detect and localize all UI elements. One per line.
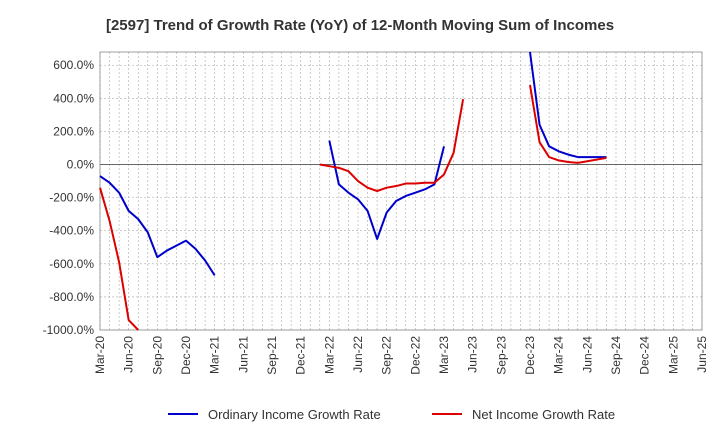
x-tick-label: Jun-25 <box>695 336 709 373</box>
x-tick-label: Dec-20 <box>179 336 193 375</box>
y-tick-label: 200.0% <box>53 124 94 138</box>
series-lines <box>99 51 607 331</box>
legend: Ordinary Income Growth Rate Net Income Gr… <box>168 407 615 422</box>
x-tick-label: Mar-22 <box>322 336 336 374</box>
y-tick-label: -800.0% <box>49 290 94 304</box>
x-tick-label: Mar-23 <box>437 336 451 374</box>
y-tick-label: -200.0% <box>49 191 94 205</box>
x-tick-label: Mar-24 <box>552 336 566 374</box>
x-tick-label: Jun-22 <box>351 336 365 373</box>
chart-title: [2597] Trend of Growth Rate (YoY) of 12-… <box>106 17 614 34</box>
x-tick-label: Dec-22 <box>408 336 422 375</box>
series-line-2 <box>99 187 139 331</box>
x-tick-label: Sep-23 <box>494 336 508 375</box>
series-line-1 <box>328 140 445 240</box>
y-tick-label: -400.0% <box>49 224 94 238</box>
x-tick-label: Dec-23 <box>523 336 537 375</box>
x-tick-label: Sep-21 <box>265 336 279 375</box>
series-line-1 <box>529 51 607 159</box>
y-tick-label: 600.0% <box>53 58 94 72</box>
y-tick-label: 400.0% <box>53 91 94 105</box>
x-tick-label: Jun-21 <box>236 336 250 373</box>
x-tick-label: Mar-25 <box>666 336 680 374</box>
x-tick-label: Mar-21 <box>208 336 222 374</box>
x-tick-label: Mar-20 <box>93 336 107 374</box>
legend-label: Net Income Growth Rate <box>472 407 615 422</box>
axes: 600.0% 400.0% 200.0% 0.0% -200.0% -400.0% -600… <box>43 51 709 375</box>
x-tick-label: Sep-24 <box>609 336 623 375</box>
legend-label: Ordinary Income Growth Rate <box>208 407 381 422</box>
y-tick-label: 0.0% <box>67 158 95 172</box>
x-tick-label: Sep-22 <box>380 336 394 375</box>
x-tick-label: Jun-20 <box>122 336 136 373</box>
series-line-1 <box>99 175 216 276</box>
x-tick-label: Jun-23 <box>466 336 480 373</box>
x-tick-label: Dec-24 <box>638 336 652 375</box>
series-line-2 <box>319 98 465 192</box>
y-tick-label: -600.0% <box>49 257 94 271</box>
y-tick-label: -1000.0% <box>43 323 95 337</box>
x-tick-label: Dec-21 <box>294 336 308 375</box>
series-line-2 <box>529 84 607 164</box>
x-tick-label: Sep-20 <box>150 336 164 375</box>
x-tick-label: Jun-24 <box>580 336 594 373</box>
